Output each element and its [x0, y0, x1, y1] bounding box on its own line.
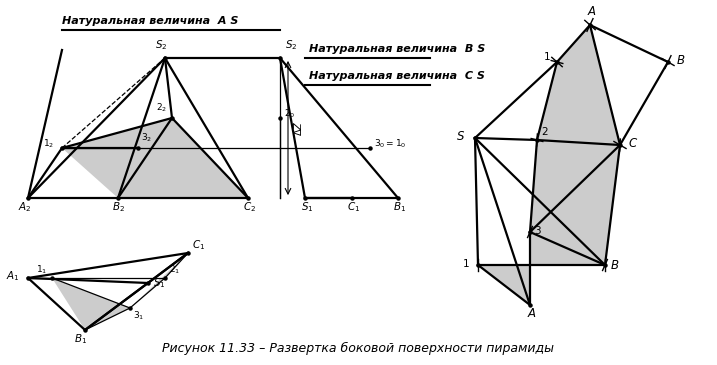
- Text: Натуральная величина  C S: Натуральная величина C S: [309, 71, 485, 81]
- Text: $3_1$: $3_1$: [133, 309, 144, 322]
- Text: $C_1$: $C_1$: [347, 200, 361, 214]
- Text: Натуральная величина  B S: Натуральная величина B S: [309, 44, 485, 54]
- Text: $2_1$: $2_1$: [169, 264, 180, 277]
- Text: $\Delta Z$: $\Delta Z$: [292, 120, 304, 136]
- Text: $3$: $3$: [534, 224, 542, 236]
- Text: $B_2$: $B_2$: [112, 200, 125, 214]
- Text: $A_1$: $A_1$: [6, 269, 20, 283]
- Polygon shape: [62, 118, 172, 148]
- Text: $1$: $1$: [543, 50, 551, 62]
- Text: $B$: $B$: [676, 54, 685, 67]
- Text: $C_2$: $C_2$: [244, 200, 257, 214]
- Text: $S$: $S$: [456, 130, 465, 143]
- Text: $1_1$: $1_1$: [36, 264, 47, 277]
- Text: $3_0=1_0$: $3_0=1_0$: [374, 137, 407, 150]
- Text: $1_2$: $1_2$: [43, 137, 54, 150]
- Text: $3_2$: $3_2$: [141, 131, 152, 143]
- Text: $2_2$: $2_2$: [156, 101, 167, 114]
- Text: $B_1$: $B_1$: [394, 200, 407, 214]
- Polygon shape: [130, 253, 188, 308]
- Text: $C$: $C$: [628, 137, 638, 150]
- Text: $B_1$: $B_1$: [75, 332, 87, 346]
- Polygon shape: [530, 140, 620, 265]
- Text: $2_0$: $2_0$: [284, 107, 295, 119]
- Text: $A$: $A$: [527, 307, 537, 320]
- Text: $B$: $B$: [610, 259, 619, 272]
- Text: $C_1$: $C_1$: [192, 238, 205, 252]
- Text: $1$: $1$: [462, 257, 470, 269]
- Text: Рисунок 11.33 – Развертка боковой поверхности пирамиды: Рисунок 11.33 – Развертка боковой поверх…: [163, 342, 554, 355]
- Polygon shape: [62, 118, 248, 198]
- Polygon shape: [52, 278, 130, 330]
- Text: $S_1$: $S_1$: [300, 200, 313, 214]
- Text: $2$: $2$: [541, 125, 549, 137]
- Text: $A_2$: $A_2$: [18, 200, 32, 214]
- Polygon shape: [537, 25, 620, 145]
- Text: $S_1$: $S_1$: [153, 276, 166, 290]
- Text: Натуральная величина  A S: Натуральная величина A S: [62, 16, 238, 26]
- Text: $A$: $A$: [587, 5, 597, 18]
- Text: $S_2$: $S_2$: [155, 38, 167, 52]
- Polygon shape: [478, 232, 605, 305]
- Text: $S_2$: $S_2$: [285, 38, 298, 52]
